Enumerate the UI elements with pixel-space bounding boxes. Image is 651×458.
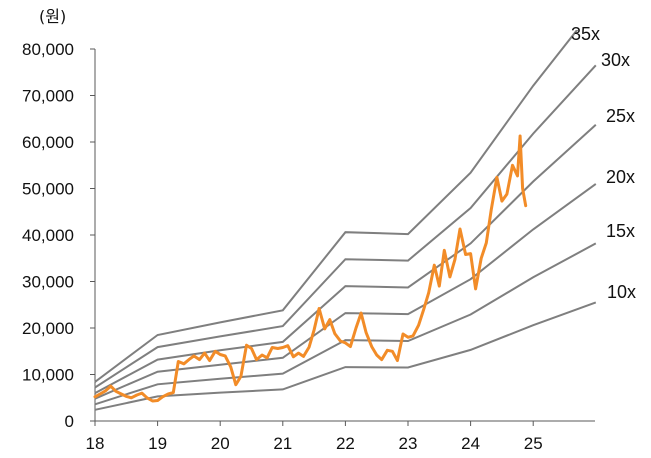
band-line-15x bbox=[94, 242, 597, 406]
x-tick-label: 19 bbox=[148, 434, 167, 453]
band-label-15x: 15x bbox=[606, 221, 635, 241]
per-bands bbox=[94, 30, 597, 411]
y-tick-label: 20,000 bbox=[22, 319, 74, 338]
band-line-30x bbox=[94, 64, 597, 389]
y-unit-label: (원) bbox=[39, 7, 66, 26]
y-tick-label: 80,000 bbox=[22, 40, 74, 59]
band-line-25x bbox=[94, 124, 597, 394]
band-line-35x bbox=[94, 30, 579, 383]
band-label-20x: 20x bbox=[606, 167, 635, 187]
y-tick-label: 40,000 bbox=[22, 226, 74, 245]
x-axis: 18 19 20 21 22 23 24 25 bbox=[86, 420, 595, 453]
y-tick-label: 30,000 bbox=[22, 273, 74, 292]
y-tick-label: 10,000 bbox=[22, 366, 74, 385]
y-tick-label: 0 bbox=[65, 412, 74, 431]
x-tick-label: 18 bbox=[86, 434, 105, 453]
y-tick-label: 70,000 bbox=[22, 87, 74, 106]
y-tick-label: 60,000 bbox=[22, 133, 74, 152]
x-tick-label: 23 bbox=[399, 434, 418, 453]
x-tick-label: 20 bbox=[211, 434, 230, 453]
y-tick-label: 50,000 bbox=[22, 180, 74, 199]
band-line-10x bbox=[94, 301, 597, 411]
price-line bbox=[93, 134, 528, 403]
price-series bbox=[93, 134, 528, 403]
x-tick-label: 21 bbox=[273, 434, 292, 453]
band-label-30x: 30x bbox=[601, 50, 630, 70]
x-tick-label: 25 bbox=[524, 434, 543, 453]
x-tick-label: 24 bbox=[461, 434, 480, 453]
band-label-10x: 10x bbox=[607, 282, 636, 302]
band-label-25x: 25x bbox=[606, 106, 635, 126]
band-label-35x: 35x bbox=[571, 24, 600, 44]
y-axis: 0 10,000 20,000 30,000 40,000 50,000 60,000 70,… bbox=[22, 40, 96, 431]
x-tick-label: 22 bbox=[336, 434, 355, 453]
